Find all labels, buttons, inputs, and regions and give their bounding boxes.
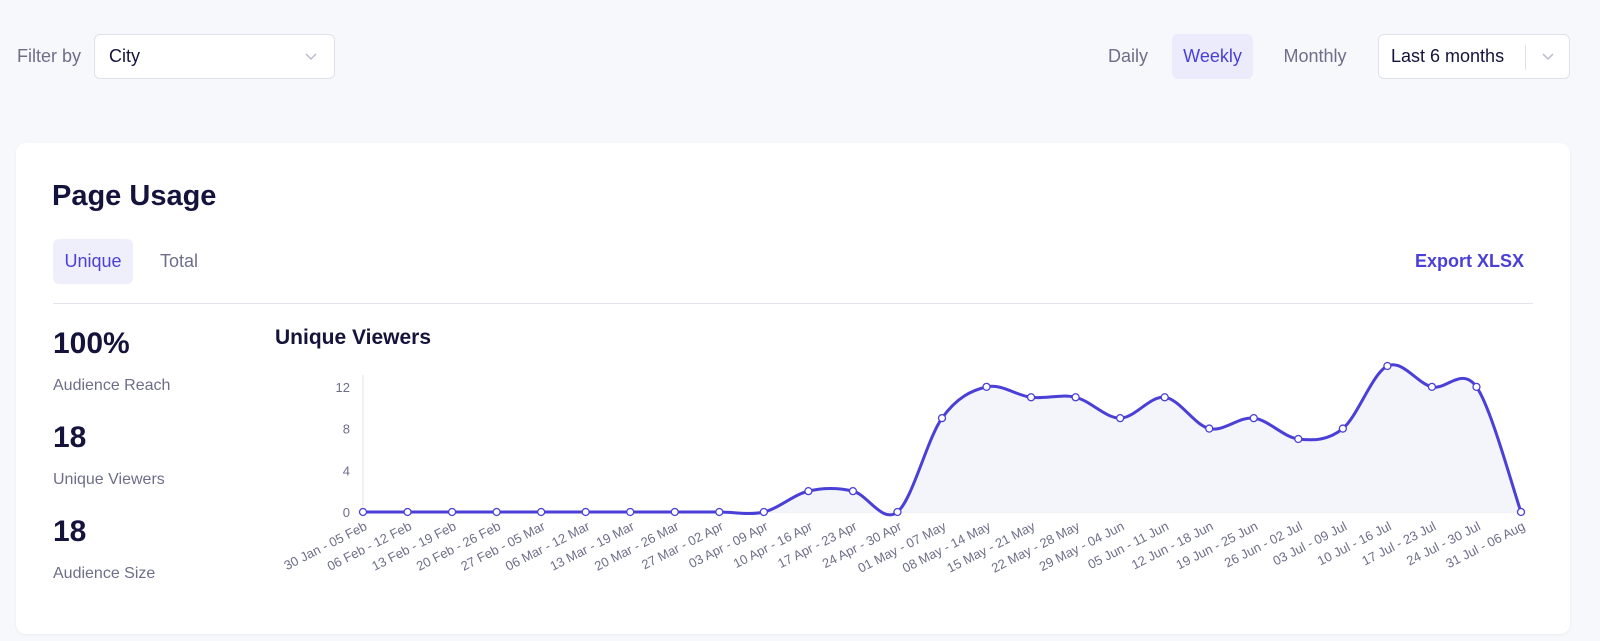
data-point: [670, 507, 679, 517]
data-point: [1249, 413, 1258, 423]
unique-viewers-value: 18: [53, 421, 87, 454]
audience-reach-value: 100%: [53, 327, 130, 360]
y-tick-label: 0: [343, 505, 350, 520]
chevron-down-icon: [1542, 53, 1554, 61]
series-line: [362, 363, 1523, 517]
select-divider: [1525, 45, 1526, 70]
data-point: [893, 507, 902, 517]
data-point: [1472, 382, 1481, 392]
page-usage-card: Page Usage Unique Total Export XLSX 100%…: [16, 143, 1570, 634]
data-point: [626, 507, 635, 517]
series-area: [363, 364, 1521, 515]
data-point: [848, 486, 858, 496]
data-point: [759, 507, 768, 517]
city-filter-select[interactable]: City: [94, 34, 335, 79]
data-point: [581, 507, 590, 517]
y-tick-label: 8: [343, 422, 350, 437]
period-weekly-button[interactable]: Weekly: [1172, 34, 1253, 79]
audience-reach-label: Audience Reach: [53, 377, 171, 394]
data-point: [1516, 507, 1526, 517]
chevron-down-icon: [305, 53, 317, 61]
y-tick-label: 4: [343, 463, 350, 478]
y-tick-label: 12: [336, 380, 350, 395]
divider: [53, 303, 1533, 304]
tab-total[interactable]: Total: [159, 251, 199, 271]
city-filter-value: City: [109, 46, 140, 66]
data-point: [715, 507, 724, 517]
date-range-select[interactable]: Last 6 months: [1378, 34, 1570, 79]
chart-title: Unique Viewers: [275, 326, 432, 349]
data-point: [804, 486, 813, 496]
audience-size-value: 18: [53, 515, 87, 548]
data-point: [1205, 424, 1214, 433]
data-point: [1071, 393, 1080, 402]
data-point: [1116, 413, 1125, 423]
period-monthly-button[interactable]: Monthly: [1283, 46, 1347, 66]
data-point: [937, 413, 947, 423]
data-point: [403, 507, 412, 517]
data-point: [1160, 393, 1169, 402]
data-point: [537, 507, 546, 517]
audience-size-label: Audience Size: [53, 565, 156, 582]
card-title: Page Usage: [52, 180, 217, 212]
data-point: [447, 507, 457, 517]
tab-unique[interactable]: Unique: [53, 239, 133, 284]
data-point: [1338, 424, 1347, 433]
export-xlsx-button[interactable]: Export XLSX: [1414, 251, 1524, 271]
filter-by-label: Filter by: [17, 46, 82, 66]
unique-viewers-label: Unique Viewers: [53, 471, 165, 488]
data-point: [1383, 361, 1392, 371]
data-point: [1026, 393, 1036, 402]
data-point: [982, 382, 991, 392]
date-range-value: Last 6 months: [1391, 46, 1505, 66]
data-point: [1427, 382, 1437, 392]
data-point: [358, 507, 368, 517]
data-point: [1294, 434, 1303, 444]
period-daily-button[interactable]: Daily: [1107, 46, 1148, 66]
data-point: [492, 507, 501, 517]
